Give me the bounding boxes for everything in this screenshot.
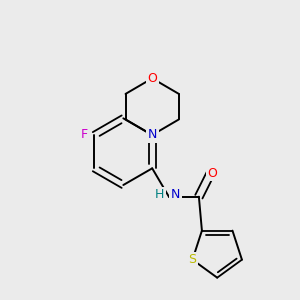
Text: O: O (207, 167, 217, 180)
Text: S: S (188, 253, 196, 266)
Text: O: O (147, 72, 157, 85)
Text: N: N (170, 188, 180, 202)
Text: F: F (81, 128, 88, 142)
Text: N: N (148, 128, 157, 142)
Text: H: H (155, 188, 164, 202)
